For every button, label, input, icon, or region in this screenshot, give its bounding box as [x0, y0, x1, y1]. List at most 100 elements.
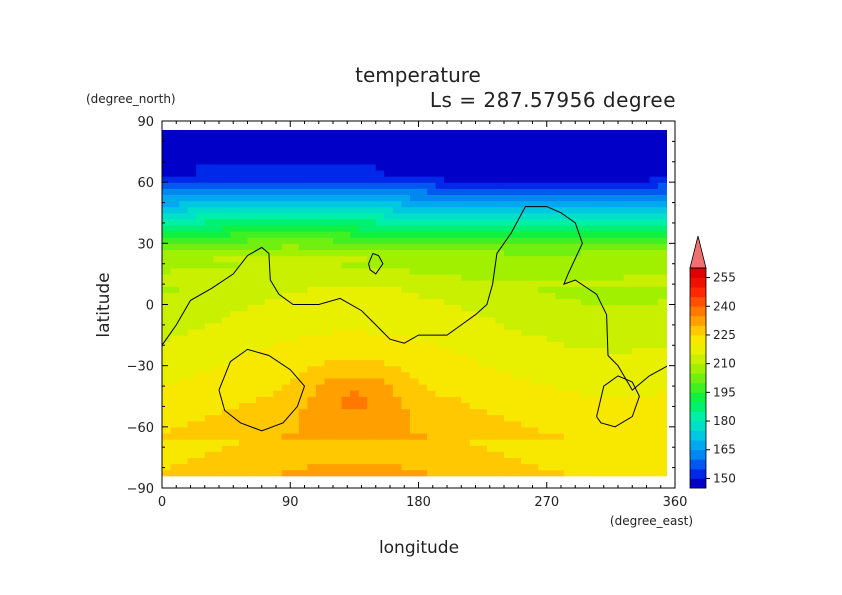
field-cell: [504, 365, 514, 373]
field-cell: [452, 249, 462, 257]
field-cell: [281, 457, 291, 465]
field-cell: [563, 420, 573, 428]
field-cell: [427, 194, 437, 202]
field-cell: [375, 200, 385, 208]
field-cell: [418, 463, 428, 471]
field-cell: [555, 469, 565, 477]
field-cell: [623, 182, 633, 189]
field-cell: [452, 188, 462, 195]
field-cell: [427, 414, 437, 422]
field-cell: [598, 157, 608, 165]
field-cell: [196, 408, 206, 416]
field-cell: [606, 292, 616, 299]
field-cell: [615, 286, 625, 293]
field-cell: [452, 371, 462, 379]
field-cell: [632, 194, 642, 202]
field-cell: [221, 243, 231, 251]
field-cell: [529, 133, 539, 140]
field-cell: [409, 237, 420, 244]
field-cell: [358, 273, 368, 281]
field-cell: [358, 402, 368, 410]
field-cell: [657, 200, 667, 208]
field-cell: [298, 188, 308, 195]
field-cell: [358, 169, 368, 177]
field-cell: [392, 298, 402, 306]
field-cell: [452, 420, 462, 428]
colorbar-swatch: [690, 421, 706, 432]
field-cell: [375, 451, 385, 459]
field-cell: [469, 359, 479, 367]
field-cell: [204, 194, 214, 202]
field-cell: [162, 139, 172, 147]
field-cell: [563, 280, 573, 287]
field-cell: [598, 218, 608, 226]
field-cell: [538, 384, 548, 391]
field-cell: [563, 365, 573, 373]
field-cell: [333, 182, 343, 189]
field-cell: [589, 194, 599, 202]
field-cell: [435, 414, 445, 422]
field-cell: [538, 402, 548, 410]
field-cell: [486, 359, 497, 367]
field-cell: [632, 200, 642, 208]
field-cell: [196, 133, 206, 140]
field-cell: [649, 273, 659, 281]
field-cell: [435, 463, 445, 471]
field-cell: [555, 390, 565, 397]
field-cell: [290, 139, 300, 147]
field-cell: [563, 249, 573, 257]
field-cell: [187, 457, 197, 465]
field-cell: [333, 390, 343, 397]
field-cell: [273, 341, 283, 348]
field-cell: [324, 347, 334, 355]
field-cell: [427, 402, 437, 410]
field-cell: [392, 439, 402, 446]
field-cell: [657, 188, 667, 195]
field-cell: [546, 365, 556, 373]
field-cell: [221, 298, 231, 306]
field-cell: [307, 316, 317, 324]
field-cell: [504, 347, 514, 355]
field-cell: [469, 445, 479, 452]
field-cell: [367, 390, 377, 397]
field-cell: [307, 218, 317, 226]
field-cell: [427, 310, 437, 318]
field-cell: [589, 157, 599, 165]
field-cell: [196, 206, 206, 214]
field-cell: [179, 457, 189, 465]
field-cell: [495, 463, 505, 471]
field-cell: [307, 298, 317, 306]
field-cell: [315, 463, 326, 471]
field-cell: [281, 451, 291, 459]
field-cell: [606, 457, 616, 465]
colorbar-frame: [689, 267, 707, 489]
field-cell: [392, 243, 402, 251]
field-cell: [264, 292, 274, 299]
field-cell: [598, 402, 608, 410]
field-cell: [461, 371, 471, 379]
field-cell: [572, 249, 582, 257]
field-cell: [452, 255, 462, 263]
field-cell: [375, 322, 385, 330]
field-cell: [409, 261, 420, 269]
field-cell: [555, 151, 565, 159]
field-cell: [435, 157, 445, 165]
field-cell: [435, 304, 445, 312]
field-cell: [504, 188, 514, 195]
colorbar-label: 165: [713, 443, 736, 457]
field-cell: [290, 194, 300, 202]
field-cell: [606, 218, 616, 226]
field-cell: [418, 328, 428, 336]
field-cell: [623, 139, 633, 147]
field-cell: [623, 243, 633, 251]
field-cell: [606, 420, 616, 428]
field-cell: [341, 457, 351, 465]
field-cell: [640, 365, 650, 373]
field-cell: [563, 335, 573, 342]
field-cell: [512, 426, 522, 434]
field-cell: [563, 163, 573, 171]
field-cell: [512, 396, 522, 403]
field-cell: [649, 322, 659, 330]
field-cell: [478, 169, 488, 177]
field-cell: [324, 384, 334, 391]
